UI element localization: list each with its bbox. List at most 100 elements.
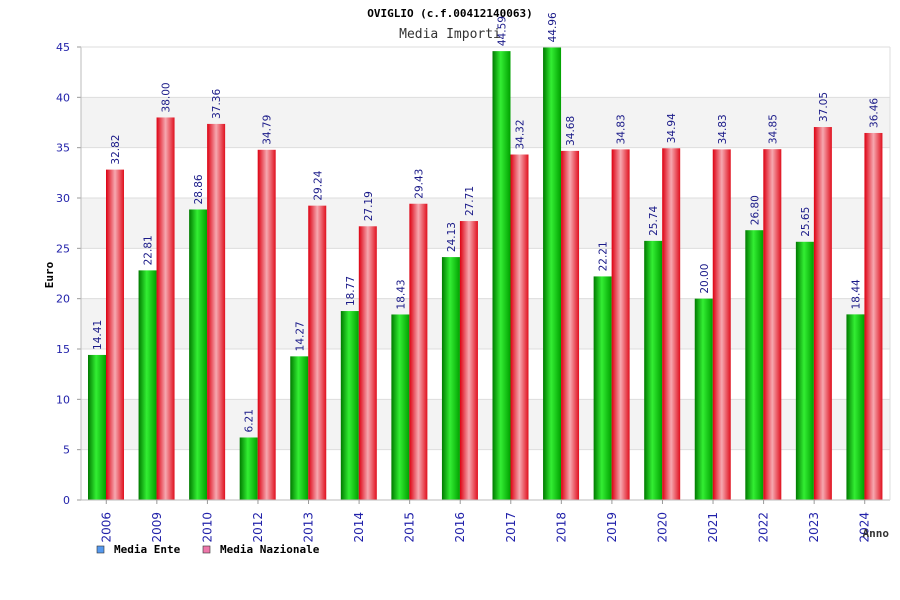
value-label-media-nazionale: 34.83 xyxy=(717,114,729,144)
bar-media-ente xyxy=(290,356,309,500)
y-tick-label: 0 xyxy=(63,494,70,507)
y-tick-label: 15 xyxy=(56,343,70,356)
bar-media-ente xyxy=(492,51,511,501)
bar-media-ente xyxy=(340,311,359,500)
y-tick-label: 10 xyxy=(56,393,70,406)
bar-media-ente xyxy=(239,437,258,500)
value-label-media-nazionale: 34.94 xyxy=(666,113,678,143)
legend-swatch-media-nazionale xyxy=(202,545,211,554)
x-tick-label: 2015 xyxy=(403,512,417,543)
bar-media-ente xyxy=(795,241,814,501)
bar-media-nazionale xyxy=(409,203,428,500)
bar-media-ente xyxy=(441,257,460,500)
value-label-media-nazionale: 32.82 xyxy=(110,135,122,165)
y-axis-label: Euro xyxy=(43,261,56,288)
value-label-media-nazionale: 34.32 xyxy=(515,119,527,149)
bar-media-nazionale xyxy=(662,148,681,500)
y-tick-label: 40 xyxy=(56,91,70,104)
y-tick-label: 45 xyxy=(56,41,70,54)
x-tick-label: 2014 xyxy=(352,512,366,543)
x-tick-label: 2023 xyxy=(807,512,821,543)
x-tick-label: 2019 xyxy=(605,512,619,543)
value-label-media-ente: 20.00 xyxy=(699,264,711,294)
y-tick-label: 5 xyxy=(63,444,70,457)
value-label-media-nazionale: 27.71 xyxy=(464,186,476,216)
axes xyxy=(80,46,891,504)
bar-media-nazionale xyxy=(257,149,276,500)
x-tick-label: 2012 xyxy=(251,512,265,543)
x-axis-label: Anno xyxy=(863,527,890,540)
bar-media-nazionale xyxy=(358,226,377,500)
legend-swatch-media-ente xyxy=(96,545,105,554)
value-label-media-nazionale: 34.83 xyxy=(616,114,628,144)
bar-media-nazionale xyxy=(712,149,731,501)
value-label-media-ente: 18.77 xyxy=(345,276,357,306)
bar-media-ente xyxy=(694,298,713,500)
bar-media-ente xyxy=(189,209,208,500)
value-label-media-ente: 18.44 xyxy=(850,279,862,309)
bar-media-nazionale xyxy=(510,154,529,500)
x-tick-label: 2022 xyxy=(757,512,771,543)
x-tick-label: 2010 xyxy=(200,512,214,543)
bar-media-nazionale xyxy=(459,221,478,500)
bar-media-nazionale xyxy=(156,117,175,500)
bar-media-nazionale xyxy=(611,149,630,501)
value-label-media-nazionale: 36.46 xyxy=(868,98,880,128)
y-tick-label: 30 xyxy=(56,192,70,205)
y-tick-labels: 0 5 10 15 20 25 30 35 40 45 xyxy=(56,41,70,507)
x-tick-labels: 2006 2009 2010 2012 2013 2014 2015 2016 2017 2018… xyxy=(99,512,871,543)
bar-media-nazionale xyxy=(864,132,883,500)
value-label-media-ente: 6.21 xyxy=(244,409,256,432)
value-label-media-ente: 28.86 xyxy=(193,174,205,204)
x-tick-label: 2009 xyxy=(150,512,164,543)
x-tick-label: 2013 xyxy=(302,512,316,543)
value-label-media-ente: 14.27 xyxy=(294,321,306,351)
bar-media-nazionale xyxy=(813,127,832,500)
x-tick-label: 2017 xyxy=(504,512,518,543)
bar-media-ente xyxy=(391,314,410,500)
y-tick-label: 35 xyxy=(56,142,70,155)
bar-media-nazionale xyxy=(207,123,226,500)
value-label-media-ente: 14.41 xyxy=(92,320,104,350)
value-label-media-ente: 44.96 xyxy=(547,12,559,42)
bar-media-ente xyxy=(644,240,663,500)
value-labels: 14.41 32.82 22.81 38.00 28.86 37.36 6.21 34.79 1… xyxy=(92,12,880,432)
bar-media-ente xyxy=(88,354,106,500)
value-label-media-ente: 18.43 xyxy=(395,279,407,309)
bars-group xyxy=(88,47,883,501)
legend: Media Ente Media Nazionale xyxy=(96,543,320,556)
x-tick-label: 2024 xyxy=(858,512,872,543)
value-label-media-nazionale: 34.68 xyxy=(565,116,577,146)
value-label-media-nazionale: 38.00 xyxy=(161,82,173,112)
bar-media-nazionale xyxy=(561,150,580,500)
value-label-media-nazionale: 37.36 xyxy=(211,89,223,119)
x-tick-label: 2016 xyxy=(453,512,467,543)
value-label-media-ente: 24.13 xyxy=(446,222,458,252)
bar-media-ente xyxy=(138,270,157,500)
chart-subtitle: Media Importi xyxy=(399,27,501,42)
value-label-media-ente: 25.65 xyxy=(800,207,812,237)
value-label-media-nazionale: 34.85 xyxy=(767,114,779,144)
bar-media-ente xyxy=(543,47,562,500)
legend-label-media-nazionale: Media Nazionale xyxy=(220,543,320,556)
chart-title: OVIGLIO (c.f.00412140063) xyxy=(367,7,533,20)
bar-media-nazionale xyxy=(763,149,782,500)
bar-media-ente xyxy=(593,276,612,500)
value-label-media-nazionale: 34.79 xyxy=(262,115,274,145)
value-label-media-nazionale: 29.43 xyxy=(413,169,425,199)
value-label-media-ente: 25.74 xyxy=(648,206,660,236)
y-tick-label: 25 xyxy=(56,242,70,255)
bar-media-ente xyxy=(846,314,865,500)
legend-label-media-ente: Media Ente xyxy=(114,543,181,556)
x-tick-label: 2018 xyxy=(554,512,568,543)
bar-media-nazionale xyxy=(106,169,124,500)
value-label-media-nazionale: 37.05 xyxy=(818,92,830,122)
bar-media-nazionale xyxy=(308,205,327,500)
x-tick-label: 2006 xyxy=(99,512,113,543)
x-tick-label: 2021 xyxy=(706,512,720,543)
y-tick-label: 20 xyxy=(56,293,70,306)
value-label-media-nazionale: 29.24 xyxy=(312,170,324,200)
value-label-media-nazionale: 27.19 xyxy=(363,191,375,221)
value-label-media-ente: 26.80 xyxy=(749,195,761,225)
